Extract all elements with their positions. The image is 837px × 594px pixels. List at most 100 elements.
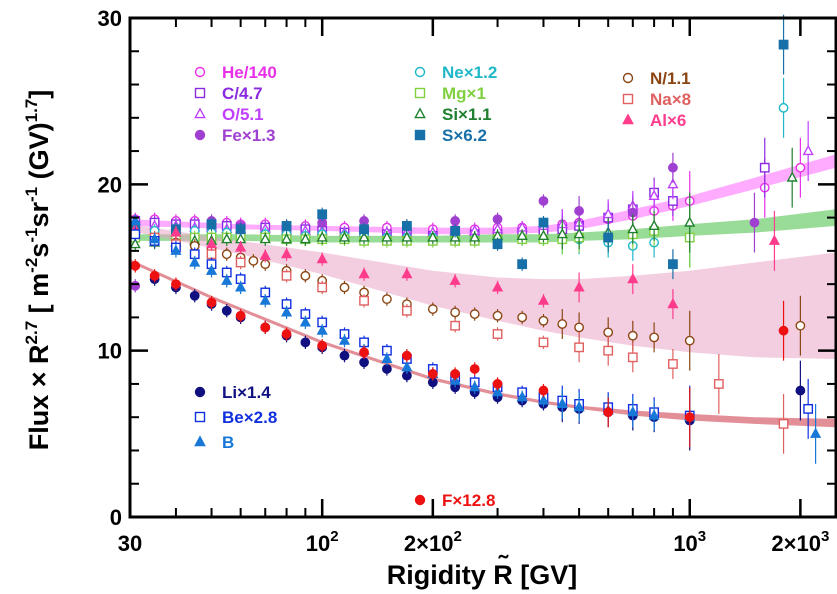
legend-item-he-140: He/140	[194, 63, 277, 82]
x-axis-label: Rigidity R [GV]	[387, 560, 578, 590]
data-point	[235, 310, 246, 321]
legend-item-o-5-1: O/5.1	[194, 105, 264, 124]
legend-marker	[194, 411, 206, 423]
data-point	[450, 307, 461, 318]
data-point	[381, 352, 393, 363]
data-point	[259, 294, 271, 305]
data-point	[300, 270, 311, 281]
legend-marker	[622, 93, 634, 105]
data-point	[206, 219, 217, 230]
data-point	[667, 297, 679, 309]
legend-label: Mg×1	[442, 84, 486, 103]
data-point	[492, 214, 503, 225]
fit-band-he-c-o-fit	[130, 154, 836, 235]
data-point	[221, 305, 232, 316]
data-point	[491, 385, 504, 397]
data-point	[281, 270, 292, 281]
data-point	[795, 385, 806, 396]
data-point	[189, 290, 200, 301]
data-point	[749, 217, 760, 228]
data-point	[450, 320, 461, 331]
legend-marker	[194, 386, 206, 398]
data-point	[358, 231, 370, 242]
y-tick-label: 0	[110, 505, 122, 530]
data-point	[317, 209, 328, 220]
data-point	[627, 405, 639, 417]
legend-item-si-1-1: Si×1.1	[414, 105, 492, 124]
data-point	[427, 369, 438, 379]
data-point	[684, 216, 696, 227]
data-point	[358, 267, 370, 279]
data-point	[649, 332, 660, 343]
legend-item-al-6: Al×6	[622, 111, 686, 130]
data-point	[810, 427, 822, 438]
data-point	[469, 364, 480, 374]
data-point	[450, 216, 461, 226]
legend-marker	[194, 66, 206, 78]
x-tick-label: 2×102	[404, 528, 462, 556]
data-point	[427, 304, 438, 314]
data-point	[129, 237, 141, 249]
legend-label: F×12.8	[442, 491, 495, 510]
data-point	[235, 241, 247, 252]
legend-label: B	[222, 433, 234, 452]
data-point	[795, 320, 806, 331]
data-point	[538, 315, 549, 326]
y-tick-label: 30	[98, 6, 122, 31]
legend-item-li-1-4: Li×1.4	[194, 383, 271, 402]
data-point	[189, 256, 201, 267]
data-point	[382, 294, 392, 305]
data-point	[317, 340, 328, 351]
legend-marker	[622, 113, 634, 125]
x-tick-label: 30	[118, 531, 142, 556]
data-point	[206, 297, 217, 308]
plot-frame	[128, 16, 837, 519]
data-point	[668, 162, 678, 173]
data-point	[667, 178, 679, 189]
y-tick-label: 10	[98, 339, 122, 364]
data-point	[260, 322, 271, 333]
data-point	[556, 227, 568, 239]
data-point	[668, 259, 678, 270]
data-point	[684, 412, 695, 423]
data-point	[221, 274, 233, 285]
data-point	[299, 316, 311, 327]
data-point	[778, 325, 789, 336]
legend-marker	[194, 87, 206, 99]
data-point	[235, 281, 247, 292]
legend-item-mg-1: Mg×1	[414, 84, 486, 103]
data-point	[170, 226, 182, 237]
data-point	[603, 232, 614, 243]
data-point	[382, 364, 392, 374]
data-point	[648, 219, 660, 231]
data-point	[603, 345, 614, 356]
data-point	[556, 397, 568, 408]
data-point	[450, 226, 461, 236]
data-point	[450, 369, 461, 379]
legend-label: N/1.1	[650, 69, 691, 88]
data-point	[221, 232, 233, 244]
data-point	[684, 335, 695, 346]
data-point	[401, 267, 413, 279]
data-point	[517, 312, 528, 323]
legend-label: Al×6	[650, 111, 686, 130]
data-point	[573, 400, 585, 412]
x-tick-label: 103	[673, 528, 706, 556]
data-point	[573, 281, 585, 292]
data-point	[768, 234, 780, 245]
data-point	[401, 221, 412, 231]
legend-item-n-1-1: N/1.1	[622, 69, 691, 88]
data-point	[259, 249, 271, 260]
data-point	[338, 231, 351, 242]
data-point	[803, 403, 814, 414]
legend-marker	[414, 107, 426, 119]
data-point	[316, 252, 328, 264]
data-point	[668, 359, 678, 369]
data-point	[171, 279, 181, 290]
data-point	[281, 306, 293, 317]
data-point	[205, 264, 218, 275]
data-point	[713, 379, 724, 389]
data-point	[205, 237, 218, 249]
data-point	[317, 282, 328, 293]
